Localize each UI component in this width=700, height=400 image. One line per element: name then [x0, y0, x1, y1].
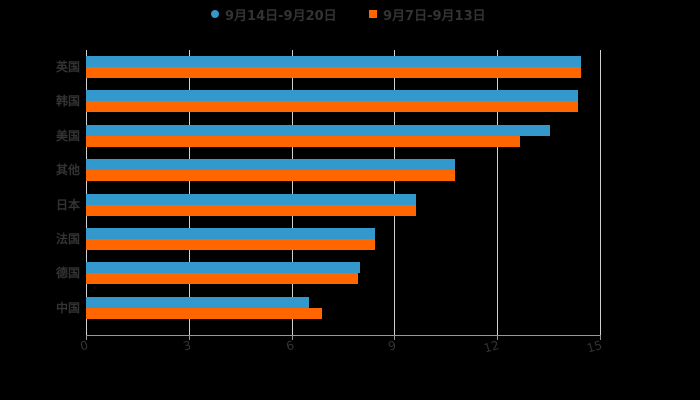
gridline	[394, 50, 395, 335]
bar-series2[interactable]	[86, 204, 416, 216]
x-tick	[189, 335, 190, 340]
bar-series2[interactable]	[86, 239, 375, 250]
y-category-label: 中国	[55, 300, 80, 315]
x-tick	[394, 335, 395, 340]
bar-series1[interactable]	[86, 90, 579, 102]
legend-label-series2: 9月7日-9月13日	[383, 8, 486, 24]
bar-series2[interactable]	[86, 67, 581, 78]
y-category-label: 德国	[55, 266, 80, 281]
x-tick-label: 0	[78, 338, 90, 354]
x-tick	[600, 335, 601, 340]
legend: 9月14日-9月20日 9月7日-9月13日	[0, 4, 700, 24]
x-tick-label: 15	[585, 338, 604, 356]
bar-series1[interactable]	[86, 228, 375, 239]
bar-series1[interactable]	[86, 124, 550, 136]
gridline	[497, 50, 498, 335]
gridline	[600, 50, 601, 335]
x-tick-label: 3	[181, 338, 193, 354]
y-category-label: 日本	[55, 197, 80, 212]
gridline	[189, 50, 190, 335]
y-category-label: 其他	[55, 163, 80, 178]
y-category-label: 法国	[55, 232, 80, 246]
bar-series1[interactable]	[86, 262, 361, 274]
x-tick-label: 9	[386, 338, 398, 354]
bar-series1[interactable]	[86, 193, 416, 205]
y-category-label: 英国	[55, 60, 80, 74]
x-tick	[86, 335, 87, 340]
legend-item-series1[interactable]: 9月14日-9月20日	[211, 4, 337, 24]
circle-marker-icon	[211, 10, 219, 18]
bar-series2[interactable]	[86, 170, 456, 182]
legend-item-series2[interactable]: 9月7日-9月13日	[369, 4, 486, 24]
bar-series2[interactable]	[86, 307, 323, 319]
bar-series1[interactable]	[86, 56, 581, 67]
bar-series2[interactable]	[86, 273, 359, 285]
gridline	[86, 50, 87, 335]
y-category-label: 韩国	[55, 94, 80, 109]
square-marker-icon	[369, 10, 377, 18]
bar-series1[interactable]	[86, 296, 310, 308]
y-category-label: 美国	[55, 128, 80, 143]
x-axis-line	[86, 335, 601, 336]
legend-label-series1: 9月14日-9月20日	[225, 8, 337, 24]
bar-series1[interactable]	[86, 159, 456, 171]
x-tick	[292, 335, 293, 340]
bar-series2[interactable]	[86, 101, 579, 113]
x-tick-label: 6	[284, 338, 296, 354]
bar-series2[interactable]	[86, 135, 520, 147]
gridline	[292, 50, 293, 335]
x-tick	[497, 335, 498, 340]
x-tick-label: 12	[482, 338, 501, 356]
